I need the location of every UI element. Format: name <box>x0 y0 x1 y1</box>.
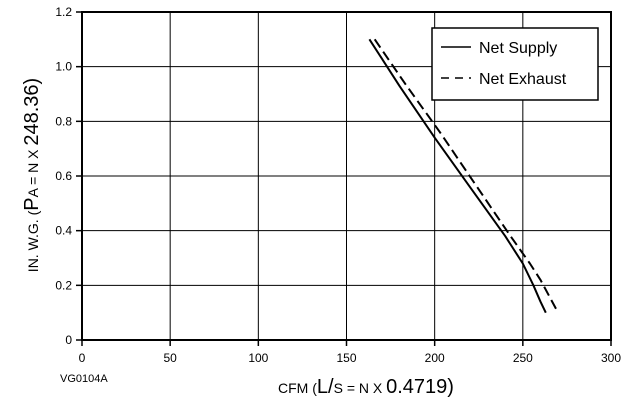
y-axis-title-part3: A = N X <box>25 146 41 198</box>
y-tick-label: 0.8 <box>55 114 72 128</box>
y-axis-title-part1: IN. W.G. ( <box>25 210 41 272</box>
x-tick-label: 150 <box>336 351 356 365</box>
x-axis-title-part4: 0.4719) <box>386 376 454 398</box>
y-axis-title: IN. W.G. (PA = N X 248.36) <box>21 78 43 272</box>
x-tick-label: 300 <box>601 351 621 365</box>
legend-label-net-supply: Net Supply <box>479 40 557 57</box>
x-axis-title-part1: CFM ( <box>278 380 317 396</box>
y-tick-label: 0.6 <box>55 169 72 183</box>
legend-box <box>431 27 599 101</box>
y-tick-label: 0.4 <box>55 224 72 238</box>
y-axis-title-part2: P <box>21 197 43 210</box>
x-axis-title-part3: S = N X <box>334 380 387 396</box>
x-tick-label: 100 <box>248 351 268 365</box>
series-line-net-exhaust <box>373 38 559 314</box>
series-lines <box>368 38 559 314</box>
x-tick-label: 0 <box>79 351 86 365</box>
x-tick-label: 250 <box>513 351 533 365</box>
x-tick-label: 200 <box>425 351 445 365</box>
legend-label-net-exhaust: Net Exhaust <box>479 71 567 88</box>
y-tick-label: 0 <box>65 333 72 347</box>
y-tick-label: 1.0 <box>55 60 72 74</box>
series-line-net-supply <box>368 38 547 314</box>
y-tick-label: 1.2 <box>55 5 72 19</box>
y-tick-label: 0.2 <box>55 278 72 292</box>
x-tick-label: 50 <box>163 351 177 365</box>
x-axis-ticks: 0 50 100 150 200 250 300 <box>79 340 621 365</box>
y-axis-ticks: 0 0.2 0.4 0.6 0.8 1.0 1.2 <box>55 5 82 347</box>
figure-code: VG0104A <box>60 373 108 385</box>
legend: Net Supply Net Exhaust <box>431 27 599 101</box>
y-axis-title-part4: 248.36) <box>21 78 43 146</box>
x-axis-title: CFM (L/S = N X 0.4719) <box>278 376 454 398</box>
x-axis-title-part2: L/ <box>317 376 334 398</box>
